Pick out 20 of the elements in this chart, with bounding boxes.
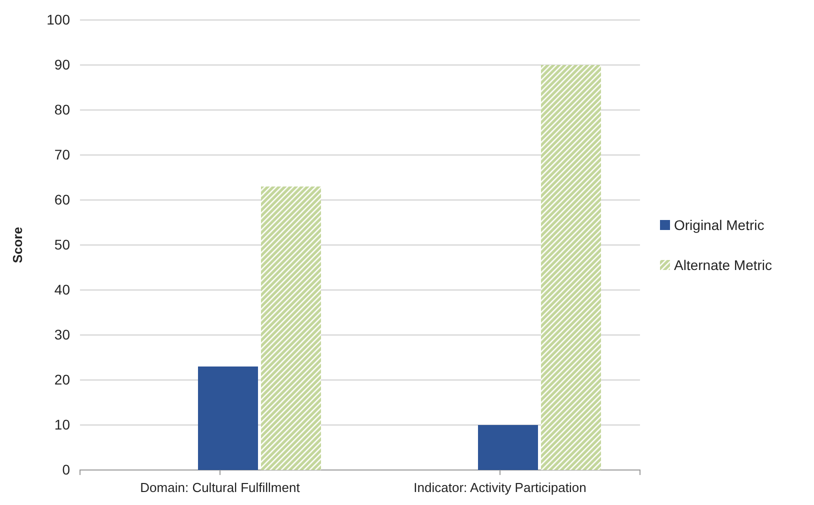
bar	[478, 425, 538, 470]
y-tick-label: 60	[54, 191, 70, 208]
y-tick-label: 50	[54, 236, 70, 252]
y-tick-label: 30	[54, 326, 70, 342]
y-tick-label: 100	[46, 11, 70, 28]
y-axis-title: Score	[10, 226, 25, 264]
bar	[541, 65, 601, 470]
legend-label: Alternate Metric	[674, 256, 772, 273]
x-tick-label: Indicator: Activity Participation	[414, 480, 586, 496]
x-tick-label: Domain: Cultural Fulfillment	[140, 480, 300, 496]
bar	[198, 366, 258, 470]
bar	[261, 186, 321, 470]
y-tick-label: 40	[54, 281, 70, 298]
y-tick-label: 10	[54, 416, 70, 432]
y-tick-label: 20	[54, 371, 70, 388]
y-tick-label: 80	[54, 101, 70, 118]
y-tick-label: 90	[54, 56, 70, 72]
y-tick-label: 70	[54, 146, 70, 162]
legend-label: Original Metric	[674, 216, 764, 233]
y-tick-label: 0	[62, 461, 70, 478]
